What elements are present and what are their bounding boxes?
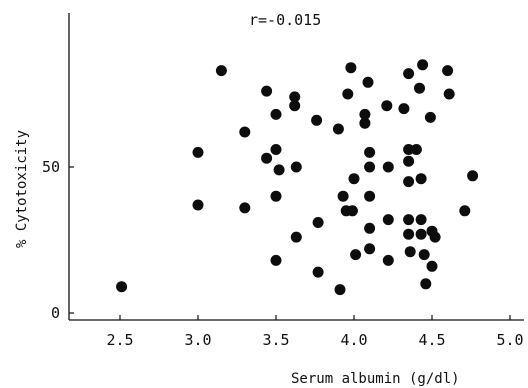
data-point (312, 266, 324, 278)
data-point (192, 199, 204, 211)
data-point (403, 68, 415, 80)
data-point (410, 144, 422, 155)
y-axis-label: % Cytotoxicity (14, 130, 30, 248)
data-point (414, 82, 425, 94)
data-point (415, 228, 427, 240)
data-point (429, 231, 441, 243)
data-point (337, 190, 349, 202)
data-point (270, 190, 282, 202)
data-point (215, 65, 227, 77)
data-point (403, 176, 415, 188)
data-point (381, 100, 393, 112)
data-point (382, 161, 394, 173)
y-tick-group: 0 50 (42, 158, 74, 322)
x-tick-label: 3.5 (262, 331, 289, 349)
data-point (261, 85, 273, 97)
data-point (270, 144, 282, 155)
data-point (359, 117, 371, 129)
data-point (364, 243, 376, 255)
data-point (415, 173, 427, 185)
data-point (239, 202, 251, 214)
data-point (459, 205, 471, 217)
data-point (359, 108, 371, 120)
data-point (332, 123, 344, 135)
data-point (364, 222, 376, 234)
correlation-annotation: r=-0.015 (249, 11, 321, 29)
data-point (442, 65, 454, 77)
x-tick-label: 5.0 (496, 331, 523, 349)
data-point (403, 144, 415, 155)
data-point (270, 108, 282, 120)
data-point (350, 249, 362, 261)
data-point (346, 205, 358, 217)
data-point (364, 161, 376, 173)
data-point (192, 146, 204, 158)
x-tick-label: 2.5 (106, 331, 133, 349)
data-point (342, 88, 354, 100)
data-point (415, 214, 427, 226)
y-tick-label: 0 (51, 304, 60, 322)
y-tick-label: 50 (42, 158, 60, 176)
data-point (417, 59, 429, 71)
data-point (273, 164, 285, 176)
x-axis-label: Serum albumin (g/dl) (291, 371, 460, 387)
data-point (289, 100, 301, 112)
data-point (270, 254, 282, 266)
data-point (290, 231, 302, 243)
data-point (334, 284, 346, 296)
x-tick-label: 4.5 (418, 331, 445, 349)
data-point (364, 146, 376, 158)
data-point (311, 114, 323, 126)
data-point (345, 62, 357, 74)
data-point (403, 155, 415, 167)
x-tick-group: 2.5 3.0 3.5 4.0 4.5 5.0 (106, 315, 524, 349)
data-point (420, 278, 432, 290)
x-tick-label: 3.0 (184, 331, 211, 349)
data-point (424, 111, 436, 123)
data-point (348, 173, 360, 185)
data-point (382, 214, 394, 226)
data-point (426, 260, 438, 272)
data-point (404, 246, 416, 258)
data-point (398, 103, 410, 115)
data-point (289, 91, 301, 103)
data-point (261, 152, 273, 164)
data-point (312, 217, 324, 228)
data-point (116, 281, 128, 293)
data-points (116, 59, 479, 296)
data-point (418, 249, 430, 261)
data-point (403, 214, 415, 226)
data-point (290, 161, 302, 173)
data-point (403, 228, 415, 240)
data-point (443, 88, 455, 100)
data-point (382, 254, 394, 266)
data-point (239, 126, 251, 138)
data-point (364, 190, 376, 202)
data-point (362, 76, 374, 88)
x-tick-label: 4.0 (340, 331, 367, 349)
data-point (467, 170, 479, 182)
